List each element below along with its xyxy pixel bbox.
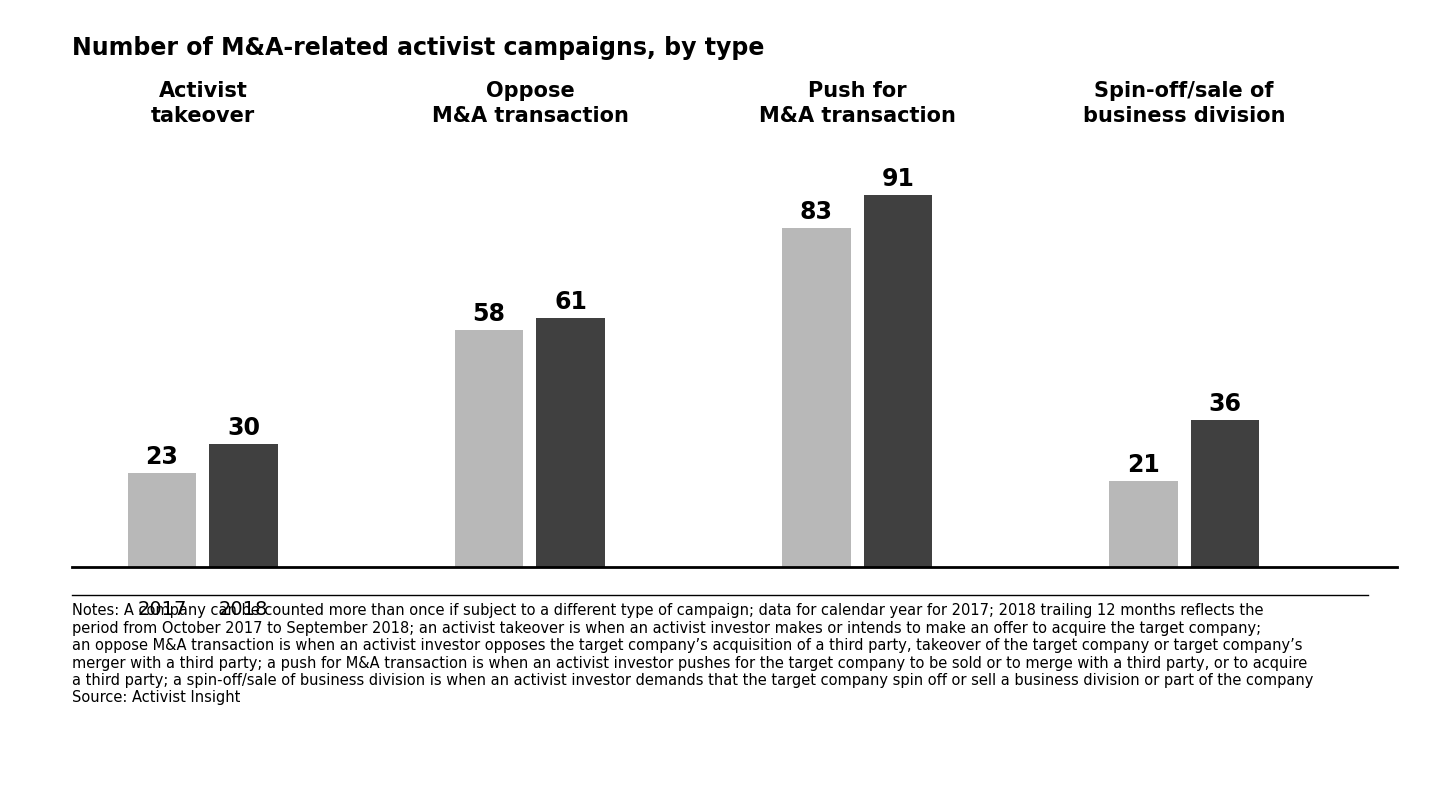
Bar xyxy=(1109,481,1178,567)
Bar xyxy=(1191,420,1260,567)
Text: 2018: 2018 xyxy=(219,599,268,619)
Bar xyxy=(128,473,196,567)
Text: 23: 23 xyxy=(145,445,179,469)
Text: 58: 58 xyxy=(472,302,505,326)
Text: Oppose
M&A transaction: Oppose M&A transaction xyxy=(432,81,628,126)
Text: Push for
M&A transaction: Push for M&A transaction xyxy=(759,81,956,126)
Text: 21: 21 xyxy=(1128,453,1159,477)
Text: 30: 30 xyxy=(228,416,261,441)
Bar xyxy=(455,330,523,567)
Text: 91: 91 xyxy=(881,167,914,191)
Text: Spin-off/sale of
business division: Spin-off/sale of business division xyxy=(1083,81,1286,126)
Text: Number of M&A-related activist campaigns, by type: Number of M&A-related activist campaigns… xyxy=(72,36,765,61)
Text: 61: 61 xyxy=(554,290,588,313)
Text: 36: 36 xyxy=(1208,392,1241,416)
Text: 83: 83 xyxy=(799,200,832,224)
Text: 2017: 2017 xyxy=(137,599,187,619)
Text: Activist
takeover: Activist takeover xyxy=(151,81,255,126)
Text: Notes: A company can be counted more than once if subject to a different type of: Notes: A company can be counted more tha… xyxy=(72,603,1313,706)
Bar xyxy=(209,445,278,567)
Bar xyxy=(537,318,605,567)
Bar xyxy=(864,195,932,567)
Bar xyxy=(782,228,851,567)
